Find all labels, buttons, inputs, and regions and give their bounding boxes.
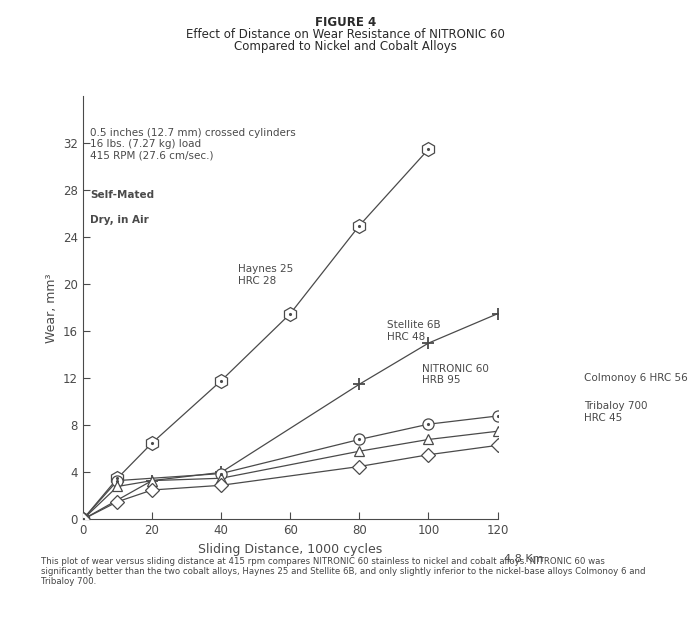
Text: This plot of wear versus sliding distance at 415 rpm compares NITRONIC 60 stainl: This plot of wear versus sliding distanc… xyxy=(41,557,646,587)
Text: Compared to Nickel and Cobalt Alloys: Compared to Nickel and Cobalt Alloys xyxy=(234,40,457,53)
Text: 0.5 inches (12.7 mm) crossed cylinders
16 lbs. (7.27 kg) load
415 RPM (27.6 cm/s: 0.5 inches (12.7 mm) crossed cylinders 1… xyxy=(90,128,296,160)
Text: Colmonoy 6 HRC 56: Colmonoy 6 HRC 56 xyxy=(584,373,688,383)
Text: Haynes 25
HRC 28: Haynes 25 HRC 28 xyxy=(238,264,294,286)
Text: FIGURE 4: FIGURE 4 xyxy=(315,16,376,29)
Text: 4.8 Km: 4.8 Km xyxy=(504,554,544,564)
Text: NITRONIC 60
HRB 95: NITRONIC 60 HRB 95 xyxy=(422,364,489,386)
X-axis label: Sliding Distance, 1000 cycles: Sliding Distance, 1000 cycles xyxy=(198,543,382,556)
Y-axis label: Wear, mm³: Wear, mm³ xyxy=(44,273,57,343)
Text: Tribaloy 700
HRC 45: Tribaloy 700 HRC 45 xyxy=(584,401,647,423)
Text: Stellite 6B
HRC 48: Stellite 6B HRC 48 xyxy=(387,320,441,342)
Text: Self-Mated: Self-Mated xyxy=(90,190,154,200)
Text: Effect of Distance on Wear Resistance of NITRONIC 60: Effect of Distance on Wear Resistance of… xyxy=(186,28,505,41)
Text: Dry, in Air: Dry, in Air xyxy=(90,215,149,225)
